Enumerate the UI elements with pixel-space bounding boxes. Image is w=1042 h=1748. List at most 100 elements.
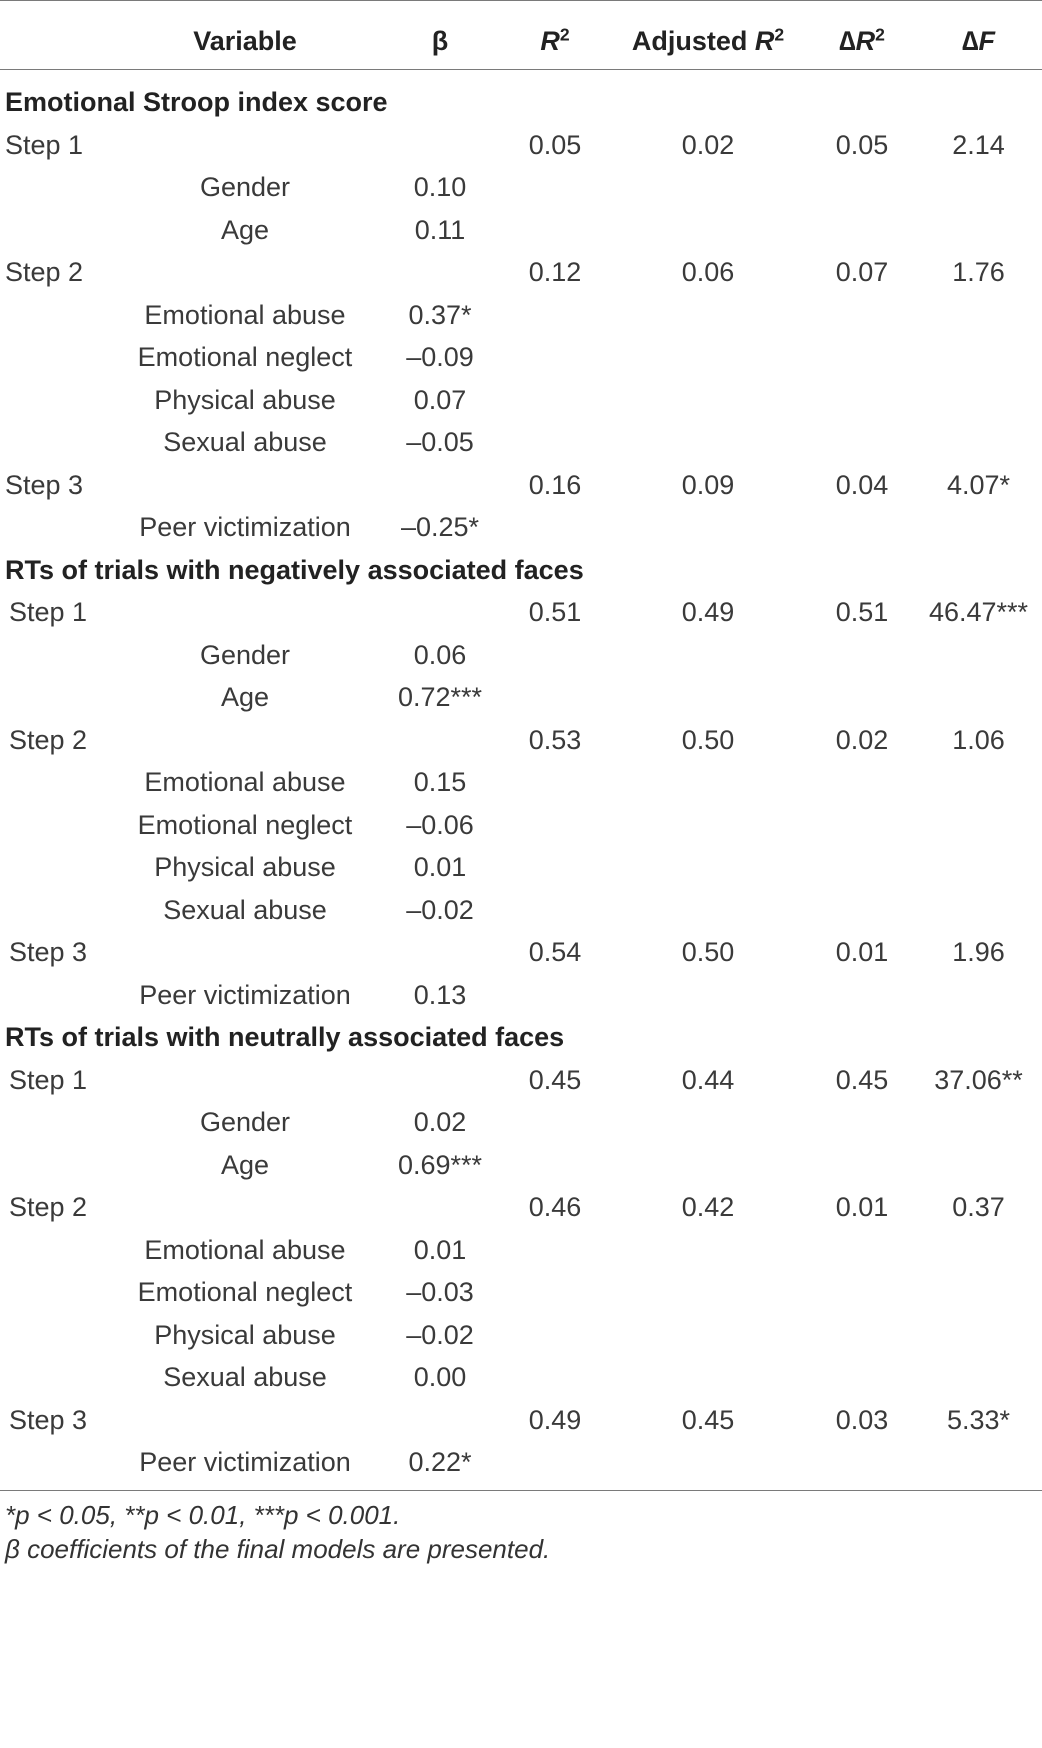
predictor-row: Gender 0.02: [0, 1099, 1042, 1146]
predictor-row: Emotional neglect –0.09: [0, 334, 1042, 381]
step-label: Step 2: [9, 1192, 88, 1222]
step-df-value: 46.47***: [928, 597, 1029, 627]
step-label: Step 1: [9, 597, 88, 627]
predictor-beta: 0.10: [413, 172, 467, 202]
predictor-row: Physical abuse –0.02: [0, 1312, 1042, 1359]
predictor-row: Sexual abuse –0.05: [0, 419, 1042, 466]
section-title-row: RTs of trials with negatively associated…: [0, 547, 1042, 594]
step-label: Step 3: [9, 937, 88, 967]
step-df-value: 37.06**: [934, 1065, 1023, 1095]
step-adj-value: 0.02: [681, 130, 735, 160]
step-dr2-value: 0.01: [835, 937, 889, 967]
header-row: Variable β R2 Adjusted R2 ∆R2 ∆F: [0, 18, 1042, 65]
predictor-beta: 0.37*: [408, 300, 472, 330]
predictor-beta: 0.01: [413, 1235, 467, 1265]
step-df-value: 0.37: [952, 1192, 1005, 1222]
predictor-beta: 0.13: [413, 980, 467, 1010]
header-delta-f: ∆F: [961, 26, 996, 56]
step-label: Step 3: [9, 1405, 88, 1435]
predictor-beta: –0.05: [406, 427, 474, 457]
section-title-row: Emotional Stroop index score: [0, 79, 1042, 126]
predictor-row: Physical abuse 0.07: [0, 377, 1042, 424]
predictor-row: Peer victimization 0.13: [0, 972, 1042, 1019]
step-dr2-value: 0.07: [835, 257, 889, 287]
predictor-name: Peer victimization: [139, 512, 351, 542]
predictor-name: Sexual abuse: [163, 1362, 327, 1392]
step-df-value: 1.96: [952, 937, 1005, 967]
step-adj-value: 0.50: [681, 725, 735, 755]
step-r2-value: 0.12: [528, 257, 582, 287]
predictor-beta: –0.06: [406, 810, 474, 840]
predictor-row: Emotional abuse 0.15: [0, 759, 1042, 806]
step-dr2-value: 0.05: [835, 130, 889, 160]
step-r2-value: 0.16: [528, 470, 582, 500]
section-title-row: RTs of trials with neutrally associated …: [0, 1014, 1042, 1061]
predictor-beta: 0.07: [413, 385, 467, 415]
predictor-name: Peer victimization: [139, 980, 351, 1010]
predictor-name: Sexual abuse: [163, 427, 327, 457]
footnote-significance: *p < 0.05, **p < 0.01, ***p < 0.001.: [5, 1500, 401, 1530]
section-title: RTs of trials with negatively associated…: [5, 555, 584, 585]
step-row: Step 3 0.54 0.50 0.01 1.96: [0, 929, 1042, 976]
step-row: Step 2 0.46 0.42 0.01 0.37: [0, 1184, 1042, 1231]
predictor-beta: –0.09: [406, 342, 474, 372]
step-label: Step 2: [5, 257, 84, 287]
predictor-beta: 0.00: [413, 1362, 467, 1392]
predictor-row: Gender 0.06: [0, 632, 1042, 679]
step-r2-value: 0.53: [528, 725, 582, 755]
step-adj-value: 0.45: [681, 1405, 735, 1435]
predictor-name: Physical abuse: [154, 385, 336, 415]
predictor-name: Emotional abuse: [144, 767, 346, 797]
predictor-name: Peer victimization: [139, 1447, 351, 1477]
step-row: Step 2 0.12 0.06 0.07 1.76: [0, 249, 1042, 296]
predictor-name: Gender: [199, 172, 291, 202]
step-adj-value: 0.50: [681, 937, 735, 967]
predictor-row: Gender 0.10: [0, 164, 1042, 211]
step-label: Step 2: [9, 725, 88, 755]
step-df-value: 1.06: [952, 725, 1005, 755]
step-dr2-value: 0.02: [835, 725, 889, 755]
predictor-row: Age 0.11: [0, 207, 1042, 254]
step-row: Step 1 0.45 0.44 0.45 37.06**: [0, 1057, 1042, 1104]
predictor-beta: 0.22*: [408, 1447, 472, 1477]
predictor-name: Age: [220, 682, 270, 712]
predictor-row: Emotional neglect –0.03: [0, 1269, 1042, 1316]
step-r2-value: 0.54: [528, 937, 582, 967]
predictor-name: Physical abuse: [154, 1320, 336, 1350]
step-r2-value: 0.05: [528, 130, 582, 160]
predictor-row: Emotional neglect –0.06: [0, 802, 1042, 849]
predictor-name: Emotional neglect: [137, 342, 353, 372]
step-label: Step 1: [5, 130, 84, 160]
header-delta-r2: ∆R2: [839, 24, 885, 56]
predictor-beta: 0.72***: [397, 682, 483, 712]
step-row: Step 2 0.53 0.50 0.02 1.06: [0, 717, 1042, 764]
predictor-row: Physical abuse 0.01: [0, 844, 1042, 891]
step-dr2-value: 0.45: [835, 1065, 889, 1095]
predictor-name: Emotional neglect: [137, 810, 353, 840]
predictor-row: Age 0.72***: [0, 674, 1042, 721]
step-dr2-value: 0.51: [835, 597, 889, 627]
predictor-name: Emotional neglect: [137, 1277, 353, 1307]
predictor-row: Sexual abuse 0.00: [0, 1354, 1042, 1401]
step-label: Step 3: [5, 470, 84, 500]
step-df-value: 5.33*: [946, 1405, 1011, 1435]
header-beta: β: [431, 26, 449, 56]
step-df-value: 1.76: [952, 257, 1005, 287]
header-rule: [0, 69, 1042, 70]
step-adj-value: 0.09: [681, 470, 735, 500]
step-row: Step 1 0.51 0.49 0.51 46.47***: [0, 589, 1042, 636]
predictor-beta: –0.25*: [400, 512, 480, 542]
predictor-beta: 0.11: [414, 215, 466, 245]
predictor-row: Peer victimization –0.25*: [0, 504, 1042, 551]
step-r2-value: 0.49: [528, 1405, 582, 1435]
predictor-beta: –0.03: [406, 1277, 474, 1307]
predictor-beta: 0.01: [413, 852, 467, 882]
step-r2-value: 0.45: [528, 1065, 582, 1095]
header-variable: Variable: [193, 26, 297, 56]
predictor-beta: 0.69***: [397, 1150, 483, 1180]
step-row: Step 1 0.05 0.02 0.05 2.14: [0, 122, 1042, 169]
predictor-name: Sexual abuse: [163, 895, 327, 925]
predictor-row: Emotional abuse 0.37*: [0, 292, 1042, 339]
step-row: Step 3 0.49 0.45 0.03 5.33*: [0, 1397, 1042, 1444]
step-adj-value: 0.42: [681, 1192, 735, 1222]
